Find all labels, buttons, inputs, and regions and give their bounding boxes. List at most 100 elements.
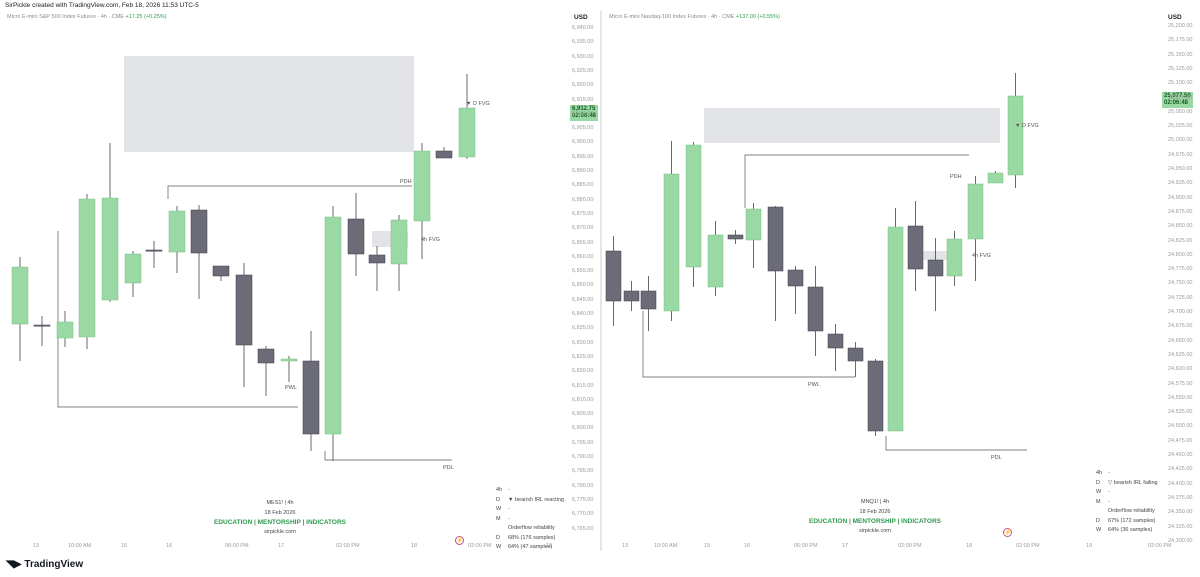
chart-pane-mnq[interactable]: Micro E-mini Nasdaq-100 Index Futures · … <box>602 11 1200 551</box>
last-price-tag: 6,912.75 02:06:48 <box>570 105 599 121</box>
price-tick: 25,125.00 <box>1168 65 1193 72</box>
price-tick: 24,725.00 <box>1168 294 1193 301</box>
price-tick: 6,885.00 <box>572 182 594 189</box>
price-tick: 24,525.00 <box>1168 409 1193 416</box>
reliability-row: W 64% (36 samples) <box>1096 527 1153 533</box>
level-line <box>57 231 298 408</box>
candle-body <box>946 238 963 277</box>
price-tick: 24,425.00 <box>1168 466 1193 473</box>
currency-label[interactable]: USD <box>1168 14 1182 21</box>
price-tick: 24,575.00 <box>1168 380 1193 387</box>
author-logo-icon[interactable]: ⚡ <box>1003 528 1012 537</box>
price-tick: 6,880.00 <box>572 196 594 203</box>
fvg-label: ▼ D FVG <box>466 101 490 107</box>
candle-body <box>190 209 208 254</box>
price-tick: 6,800.00 <box>572 425 594 432</box>
price-tick: 6,780.00 <box>572 482 594 489</box>
time-tick: 02:00 PM <box>336 543 360 549</box>
last-price: 6,912.75 <box>572 106 596 112</box>
price-tick: 6,930.00 <box>572 53 594 60</box>
price-tick: 24,950.00 <box>1168 166 1193 172</box>
time-tick: 17 <box>842 543 849 549</box>
price-tick: 6,940.00 <box>572 25 594 31</box>
price-tick: 6,840.00 <box>572 311 594 317</box>
price-tick: 6,875.00 <box>572 210 594 217</box>
price-tick: 6,910.00 <box>572 110 594 117</box>
info-row: D ▼ bearish IRL reacting <box>496 496 564 503</box>
candle-body <box>168 210 186 253</box>
candlestick-chart[interactable]: PDH PWL PDL ▼ D FVG 4h FVG <box>602 11 1200 551</box>
tradingview-footer[interactable]: ◥▶ TradingView <box>6 559 83 570</box>
time-tick: 17 <box>278 543 285 549</box>
time-tick: 18 <box>966 543 973 549</box>
candle-body <box>280 358 298 362</box>
ticker-label: MNQ1! | 4h <box>860 499 890 505</box>
price-tick: 6,935.00 <box>572 39 594 46</box>
orderflow-info-panel: 4h - D ▼ bearish IRL reacting W- M- Orderf… <box>496 486 564 553</box>
author-logo-icon[interactable]: ⚡ <box>455 536 464 545</box>
chart-pane-mes[interactable]: Micro E-mini S&P 500 Index Futures · 4h … <box>0 11 600 551</box>
price-tick: 6,795.00 <box>572 439 594 446</box>
candle-body <box>907 225 924 270</box>
created-by-header: SirPickle created with TradingView.com, … <box>5 2 199 9</box>
price-tick: 24,825.00 <box>1168 237 1193 244</box>
info-row: M- <box>1096 498 1110 505</box>
price-tick: 24,350.00 <box>1168 509 1193 516</box>
level-line <box>167 185 412 199</box>
level-line <box>642 311 855 378</box>
price-tick: 6,855.00 <box>572 268 594 275</box>
level-label: PDH <box>950 174 962 180</box>
time-tick: 18 <box>411 543 418 549</box>
time-tick: 02:00 PM <box>468 543 492 549</box>
date-label: 18 Feb 2026 <box>859 508 891 515</box>
candle-body <box>767 206 784 272</box>
price-tick: 24,800.00 <box>1168 251 1193 258</box>
price-tick: 6,785.00 <box>572 468 594 475</box>
info-row: W- <box>496 506 510 512</box>
level-label: PWL <box>808 382 820 388</box>
price-tick: 25,175.00 <box>1168 37 1193 44</box>
pane-divider[interactable] <box>600 11 602 551</box>
reliability-title: Orderflow reliability <box>508 525 555 531</box>
price-tick: 6,870.00 <box>572 225 594 232</box>
last-price-tag: 25,077.50 02:06:48 <box>1162 92 1193 108</box>
symbol-description: Micro E-mini S&P 500 Index Futures · 4h … <box>7 14 124 20</box>
price-tick: 25,100.00 <box>1168 80 1193 87</box>
price-tick: 24,875.00 <box>1168 208 1193 215</box>
time-tick: 16 <box>166 543 173 549</box>
price-tick: 25,050.00 <box>1168 108 1193 115</box>
currency-label[interactable]: USD <box>574 14 588 21</box>
candle-body <box>847 347 864 362</box>
price-tick: 25,000.00 <box>1168 137 1193 144</box>
price-tick: 24,700.00 <box>1168 309 1193 315</box>
price-tick: 6,915.00 <box>572 96 594 103</box>
price-tick: 25,075.00 <box>1168 94 1193 101</box>
price-tick: 6,865.00 <box>572 239 594 246</box>
candle-body <box>56 321 74 339</box>
level-line <box>324 451 452 461</box>
price-tick: 24,900.00 <box>1168 194 1193 201</box>
price-tick: 6,805.00 <box>572 411 594 418</box>
candle-body <box>987 172 1004 184</box>
time-tick: 15 <box>121 543 128 549</box>
candle-body <box>867 360 884 432</box>
fvg-zone <box>124 56 414 152</box>
price-tick: 25,025.00 <box>1168 123 1193 130</box>
price-tick: 24,450.00 <box>1168 452 1193 458</box>
price-tick: 24,675.00 <box>1168 323 1193 330</box>
price-tick: 25,150.00 <box>1168 51 1193 58</box>
price-tick: 6,810.00 <box>572 396 594 403</box>
candle-body <box>1007 95 1024 176</box>
price-tick: 6,770.00 <box>572 511 594 518</box>
symbol-line: Micro E-mini S&P 500 Index Futures · 4h … <box>7 14 166 20</box>
candle-body <box>745 208 762 241</box>
bar-countdown: 02:06:48 <box>1164 100 1189 106</box>
tradingview-logo-icon: ◥▶ <box>6 559 22 570</box>
candlestick-chart[interactable]: PDH PWL PDL ▼ D FVG 4h FVG <box>0 11 600 551</box>
level-label: PDL <box>991 455 1002 461</box>
price-tick: 24,750.00 <box>1168 280 1193 287</box>
price-tick: 6,790.00 <box>572 454 594 460</box>
price-tick: 24,475.00 <box>1168 437 1193 444</box>
symbol-description: Micro E-mini Nasdaq-100 Index Futures · … <box>609 14 735 20</box>
candle-body <box>33 324 51 327</box>
